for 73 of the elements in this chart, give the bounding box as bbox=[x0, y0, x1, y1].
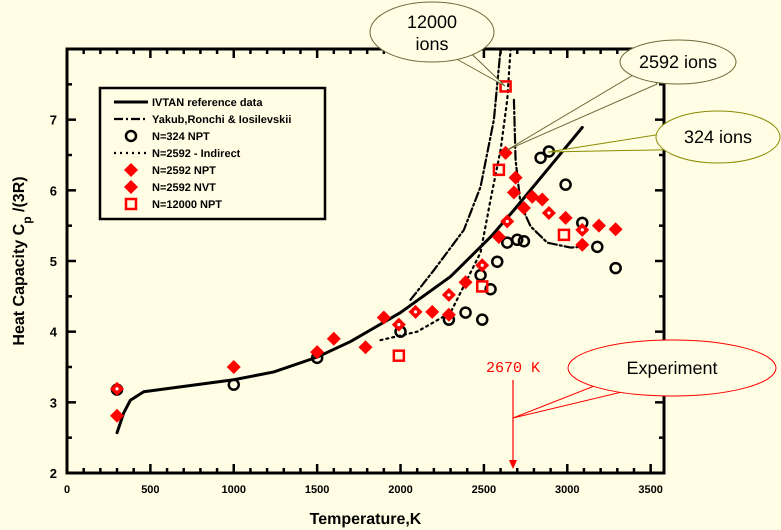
x-axis-title: Temperature,K bbox=[310, 511, 422, 528]
point bbox=[492, 230, 506, 244]
point bbox=[498, 146, 513, 160]
point bbox=[326, 332, 341, 346]
point bbox=[592, 218, 606, 233]
point bbox=[408, 304, 423, 319]
point bbox=[476, 313, 488, 326]
x-tick-label: 0 bbox=[64, 484, 70, 496]
point bbox=[542, 145, 556, 158]
legend-label: N=2592 NVT bbox=[152, 182, 216, 194]
point bbox=[499, 80, 512, 93]
point bbox=[392, 318, 406, 332]
point bbox=[425, 304, 440, 319]
point bbox=[558, 228, 570, 242]
point bbox=[559, 178, 572, 191]
point bbox=[226, 360, 241, 374]
point bbox=[459, 306, 472, 319]
y-tick-label: 3 bbox=[50, 395, 57, 410]
point bbox=[110, 408, 124, 423]
x-tick-label: 1500 bbox=[304, 484, 330, 496]
y-tick-label: 6 bbox=[50, 183, 57, 198]
legend-label: N=324 NPT bbox=[152, 131, 210, 143]
point bbox=[525, 190, 540, 204]
x-tick-label: 2000 bbox=[388, 484, 413, 496]
x-tick-label: 3500 bbox=[638, 484, 663, 496]
point bbox=[506, 185, 521, 200]
annotation: 2670 K bbox=[486, 360, 540, 377]
y-tick-label: 5 bbox=[50, 254, 57, 269]
x-tick-label: 500 bbox=[141, 484, 160, 496]
point bbox=[591, 240, 604, 254]
point bbox=[608, 222, 623, 236]
point bbox=[376, 310, 391, 325]
legend-label: N=2592 NPT bbox=[152, 165, 216, 177]
point bbox=[500, 214, 514, 228]
point bbox=[500, 236, 514, 249]
point bbox=[534, 152, 547, 164]
point bbox=[475, 258, 490, 272]
x-tick-label: 1000 bbox=[222, 484, 246, 496]
x-tick-label: 2500 bbox=[472, 484, 496, 496]
legend-label: N=12000 NPT bbox=[152, 199, 222, 211]
x-tick-label: 3000 bbox=[555, 484, 580, 496]
point bbox=[358, 340, 372, 354]
annotation: 2592 ions bbox=[638, 52, 718, 72]
point bbox=[575, 222, 590, 237]
annotation: Experiment bbox=[626, 358, 718, 378]
legend-label: IVTAN reference data bbox=[152, 97, 264, 109]
point bbox=[518, 234, 530, 248]
point bbox=[442, 308, 456, 322]
point bbox=[392, 349, 406, 362]
y-tick-label: 7 bbox=[50, 112, 57, 128]
point bbox=[310, 345, 324, 360]
point bbox=[490, 255, 504, 268]
point bbox=[394, 325, 407, 338]
legend-label: Yakub,Ronchi & Iosilevskii bbox=[152, 114, 292, 126]
y-tick-label: 4 bbox=[50, 324, 58, 340]
point bbox=[558, 210, 573, 225]
point bbox=[508, 170, 523, 185]
point bbox=[511, 234, 524, 246]
point bbox=[442, 288, 456, 302]
legend-label: N=2592 - Indirect bbox=[152, 148, 241, 160]
point bbox=[575, 238, 590, 252]
point bbox=[542, 206, 556, 220]
point bbox=[492, 164, 506, 176]
point bbox=[476, 280, 488, 293]
y-tick-label: 2 bbox=[50, 466, 57, 481]
point bbox=[474, 268, 487, 282]
text: 324 ions bbox=[684, 127, 752, 147]
point bbox=[228, 378, 240, 391]
annotation: 12000 ions bbox=[406, 12, 458, 54]
point bbox=[535, 192, 550, 207]
point bbox=[609, 262, 622, 274]
point bbox=[516, 201, 531, 215]
point bbox=[458, 275, 473, 290]
